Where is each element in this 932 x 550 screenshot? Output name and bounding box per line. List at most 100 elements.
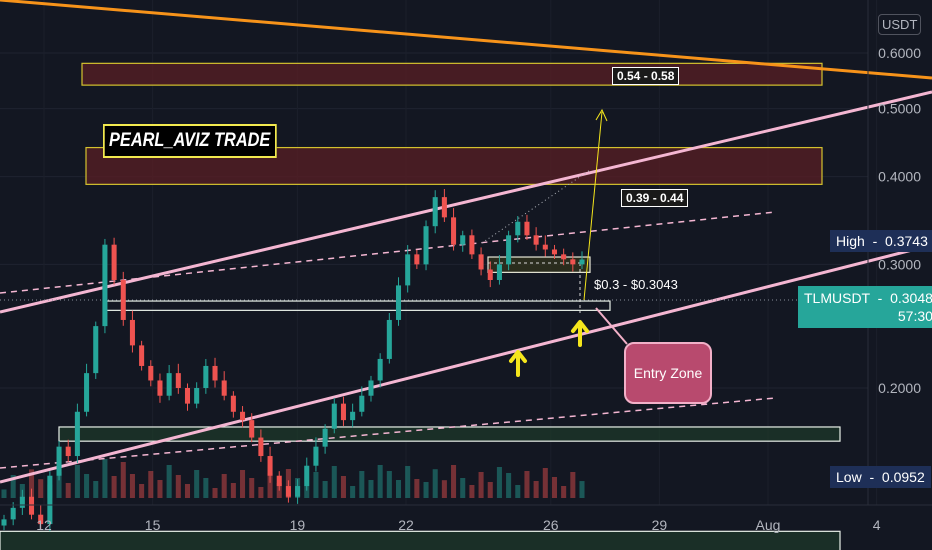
volume-bar bbox=[184, 484, 191, 498]
volume-bar bbox=[551, 477, 557, 498]
candle-body bbox=[102, 244, 108, 327]
volume-bar bbox=[194, 470, 200, 498]
candle-body bbox=[359, 395, 365, 412]
target-zones bbox=[81, 62, 823, 185]
volume-bar bbox=[313, 472, 319, 498]
unit-label[interactable]: USDT bbox=[878, 14, 922, 35]
candle-body bbox=[377, 358, 383, 381]
volume-bar bbox=[423, 482, 429, 498]
volume-bar bbox=[38, 479, 44, 498]
volume-bar bbox=[524, 471, 530, 498]
high-tag: High - 0.3743 bbox=[830, 230, 932, 252]
candle-body bbox=[295, 486, 301, 497]
volume-bar bbox=[74, 465, 80, 498]
volume-bar bbox=[561, 486, 567, 498]
trend-lines bbox=[0, 0, 932, 484]
volume-bar bbox=[1, 489, 7, 498]
zone-label-mid: 0.39 - 0.44 bbox=[621, 189, 689, 207]
candle-body bbox=[405, 254, 411, 286]
volume-bar bbox=[203, 478, 209, 498]
y-tick-label: 0.3000 bbox=[878, 256, 921, 272]
volume-bar bbox=[29, 469, 35, 498]
candle-body bbox=[496, 264, 502, 281]
candle-body bbox=[139, 345, 145, 366]
candle-body bbox=[19, 496, 25, 508]
volume-bar bbox=[377, 465, 383, 498]
dotted-projection bbox=[481, 169, 591, 244]
volume-bar bbox=[515, 485, 521, 498]
high-tag-value: 0.3743 bbox=[885, 233, 928, 249]
x-tick-label: 4 bbox=[873, 517, 881, 533]
target-arrowhead bbox=[595, 108, 608, 122]
candle-body bbox=[570, 259, 576, 265]
candle-body bbox=[561, 254, 567, 260]
volume-bar bbox=[451, 465, 457, 498]
volume-bar bbox=[359, 471, 365, 498]
y-tick-label: 0.2000 bbox=[878, 380, 921, 396]
volume-bar bbox=[395, 480, 402, 498]
y-tick-label: 0.5000 bbox=[878, 101, 921, 117]
candle-body bbox=[56, 446, 62, 476]
lower-dashed-line bbox=[0, 397, 776, 469]
candle-body bbox=[84, 373, 90, 412]
candle-body bbox=[506, 235, 512, 265]
candles bbox=[1, 189, 585, 532]
candle-body bbox=[395, 285, 402, 320]
entry-range-label: $0.3 - $0.3043 bbox=[594, 277, 678, 292]
candle-body bbox=[29, 496, 35, 515]
resistance-trendline bbox=[0, 0, 932, 80]
volume-bar bbox=[414, 479, 420, 498]
zone-label-top: 0.54 - 0.58 bbox=[612, 67, 680, 85]
volume-bars bbox=[1, 459, 585, 498]
volume-bar bbox=[331, 466, 337, 498]
volume-bar bbox=[157, 480, 163, 498]
candle-body bbox=[203, 365, 209, 388]
volume-bar bbox=[368, 480, 374, 498]
support-boxes bbox=[0, 256, 841, 550]
volume-bar bbox=[10, 475, 16, 498]
candle-body bbox=[267, 456, 273, 476]
candle-body bbox=[460, 235, 466, 245]
candle-body bbox=[331, 403, 337, 429]
volume-bar bbox=[102, 459, 108, 498]
candle-body bbox=[93, 326, 99, 374]
volume-bar bbox=[542, 468, 548, 498]
candle-body bbox=[313, 446, 319, 466]
candle-body bbox=[423, 226, 429, 265]
x-tick-label: 12 bbox=[36, 517, 52, 533]
candle-body bbox=[542, 244, 548, 250]
volume-bar bbox=[340, 476, 346, 498]
candle-body bbox=[157, 380, 163, 396]
high-tag-sep: - bbox=[868, 233, 882, 249]
candle-body bbox=[368, 380, 374, 396]
last-price-value: 0.3048 bbox=[890, 290, 932, 306]
candle-body bbox=[276, 475, 282, 487]
high-tag-label: High bbox=[836, 233, 865, 249]
candle-body bbox=[322, 428, 328, 447]
candle-body bbox=[524, 221, 530, 236]
volume-bar bbox=[93, 481, 99, 498]
volume-bar bbox=[496, 467, 502, 498]
volume-bar bbox=[240, 470, 246, 498]
last-price-tag[interactable]: TLMUSDT - 0.3048 57:30 bbox=[798, 286, 932, 328]
volume-bar bbox=[506, 473, 512, 498]
volume-bar bbox=[258, 487, 264, 498]
low-tag: Low - 0.0952 bbox=[830, 466, 931, 488]
support-box bbox=[58, 426, 841, 442]
y-axis: 0.6000 0.5000 0.4000 0.3000 0.2000 bbox=[867, 0, 921, 505]
y-tick-label: 0.4000 bbox=[878, 169, 921, 185]
volume-bar bbox=[469, 485, 475, 498]
x-axis: 12 15 19 22 26 29 Aug 4 bbox=[0, 504, 932, 533]
volume-bar bbox=[386, 471, 392, 498]
candle-body bbox=[469, 235, 475, 255]
x-tick-label: 26 bbox=[543, 517, 559, 533]
candle-body bbox=[212, 365, 218, 381]
x-tick-label: 29 bbox=[652, 517, 668, 533]
candle-body bbox=[129, 319, 135, 346]
volume-bar bbox=[570, 472, 576, 498]
volume-bar bbox=[441, 480, 447, 498]
channel-top-line bbox=[0, 90, 932, 314]
target-zone-box bbox=[81, 62, 823, 86]
channel-bottom-line bbox=[0, 243, 932, 484]
